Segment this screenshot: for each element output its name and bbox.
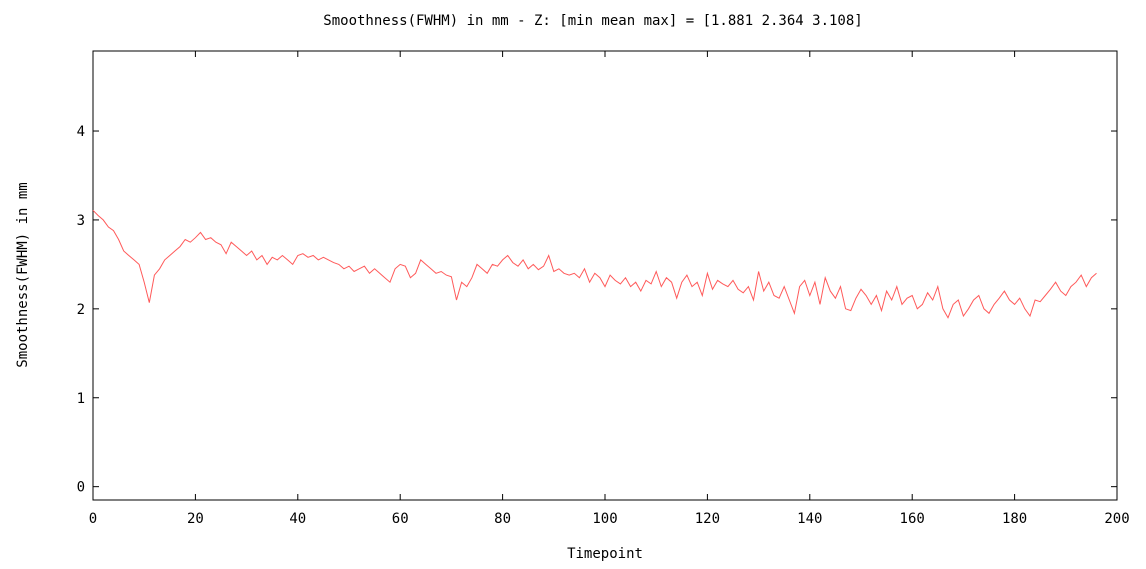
x-tick-label: 140 [797,511,822,527]
x-tick-label: 80 [494,511,511,527]
plot-area [92,50,1118,501]
x-axis: 0 20 40 60 80 100 120 140 160 180 200 [89,51,1130,527]
chart-title: Smoothness(FWHM) in mm - Z: [min mean ma… [323,13,862,29]
x-tick-label: 20 [187,511,204,527]
x-tick-label: 100 [592,511,617,527]
x-axis-label: Timepoint [567,546,643,562]
x-tick-label: 180 [1002,511,1027,527]
x-tick-label: 160 [900,511,925,527]
x-tick-label: 60 [392,511,409,527]
y-tick-label: 2 [77,302,85,318]
y-axis: 0 1 2 3 4 [77,124,1117,496]
x-tick-label: 40 [289,511,306,527]
y-tick-label: 1 [77,391,85,407]
y-tick-label: 0 [77,480,85,496]
x-tick-label: 0 [89,511,97,527]
x-tick-label: 120 [695,511,720,527]
x-tick-label: 200 [1104,511,1129,527]
y-tick-label: 4 [77,124,85,140]
y-tick-label: 3 [77,213,85,229]
y-axis-label: Smoothness(FWHM) in mm [15,182,31,367]
series-line [92,209,1097,319]
